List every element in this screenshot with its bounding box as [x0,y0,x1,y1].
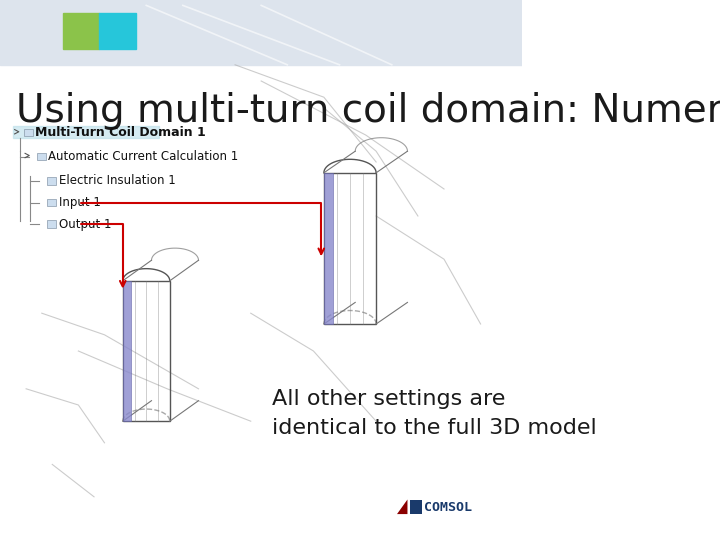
Bar [324,173,333,324]
Text: Using multi-turn coil domain: Numeric: Using multi-turn coil domain: Numeric [16,92,720,130]
Text: All other settings are
identical to the full 3D model: All other settings are identical to the … [271,389,596,438]
Text: Automatic Current Calculation 1: Automatic Current Calculation 1 [48,150,238,163]
FancyBboxPatch shape [47,177,56,185]
Bar [324,173,376,324]
Text: Output 1: Output 1 [58,218,111,231]
Bar [123,281,131,421]
Bar [410,500,422,514]
Text: Electric Insulation 1: Electric Insulation 1 [58,174,175,187]
Bar [123,281,170,421]
Bar [13,126,159,138]
FancyBboxPatch shape [47,199,56,206]
Polygon shape [397,500,408,514]
FancyBboxPatch shape [24,129,33,136]
FancyBboxPatch shape [47,220,56,228]
FancyBboxPatch shape [37,153,46,160]
Text: COMSOL: COMSOL [424,501,472,514]
Bar [63,14,99,49]
Bar [99,14,136,49]
Text: Multi-Turn Coil Domain 1: Multi-Turn Coil Domain 1 [35,126,206,139]
Bar [0,0,523,65]
Text: Input 1: Input 1 [58,196,100,209]
